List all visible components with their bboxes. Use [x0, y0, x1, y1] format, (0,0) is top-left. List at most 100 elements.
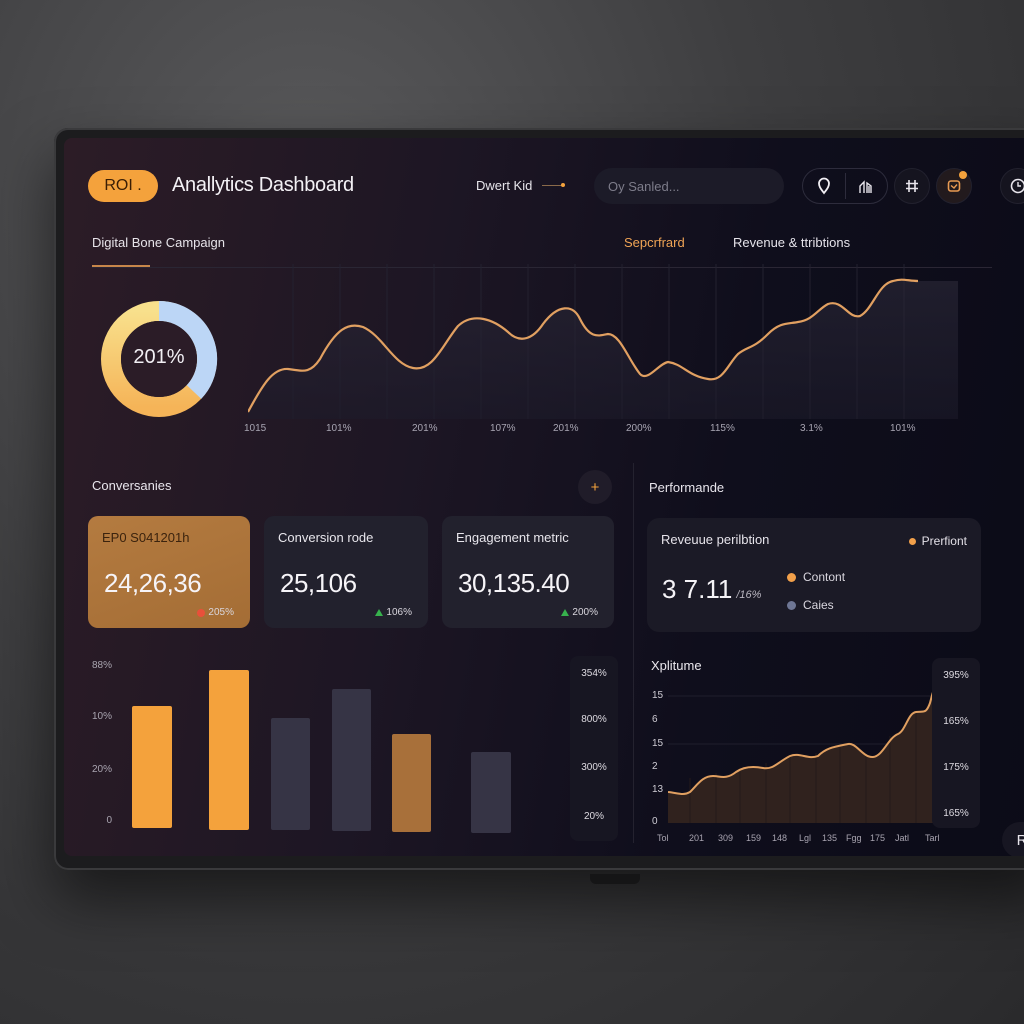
up-arrow-icon	[375, 609, 384, 616]
location-pin-icon	[817, 177, 830, 195]
legend-content: Contont	[787, 570, 845, 584]
analytics-button[interactable]	[845, 169, 887, 203]
legend-label: Caies	[803, 598, 834, 612]
bar-4[interactable]	[332, 689, 371, 831]
revenue-card[interactable]: Reveuue perilbtion Prerfiont 3 7.11/16% …	[647, 518, 981, 632]
tab-digital-campaign[interactable]: Digital Bone Campaign	[92, 235, 225, 250]
metric-label: Conversion rode	[278, 530, 374, 545]
revenue-value: 3 7.11/16%	[662, 574, 761, 605]
revenue-card-label: Reveuue perilbtion	[661, 532, 770, 547]
xp-x-tick: 159	[746, 833, 762, 843]
add-button[interactable]: +	[578, 470, 612, 504]
metric-value: 30,135.40	[458, 568, 570, 598]
app-title: Anallytics Dashboard	[172, 174, 354, 196]
monitor-stand	[590, 874, 640, 884]
search-placeholder: Oy Sanled...	[608, 178, 680, 194]
location-button[interactable]	[803, 169, 845, 203]
metric-card-engagement[interactable]: Engagement metric 30,135.40 200%	[442, 516, 614, 628]
arrow-right-icon	[542, 183, 566, 187]
bar-5[interactable]	[392, 734, 431, 832]
xp-x-tick: 201	[689, 833, 705, 843]
performance-title: Performande	[649, 480, 725, 495]
xp-y-tick: 13	[652, 784, 664, 795]
xp-x-tick: Tol	[657, 833, 669, 843]
xp-y-tick: 15	[652, 738, 664, 749]
section-divider	[633, 463, 634, 843]
x-tick: 1015	[244, 423, 267, 434]
hashtag-button[interactable]	[894, 168, 930, 204]
bar-y-tick: 88%	[91, 660, 112, 671]
metric-card-conversion-rate[interactable]: Conversion rode 25,106 106%	[264, 516, 428, 628]
tab-revenue-attributions[interactable]: Revenue & ttribtions	[733, 235, 851, 250]
x-tick: 107%	[490, 423, 516, 434]
xp-x-tick: Lgl	[799, 833, 812, 843]
icon-group-divider	[844, 173, 846, 199]
x-tick: 3.1%	[800, 423, 823, 434]
bar-6[interactable]	[471, 752, 511, 833]
xp-area-fill	[668, 683, 936, 823]
side-label: 800%	[581, 714, 607, 725]
x-tick: 201%	[553, 423, 579, 434]
side-label: 395%	[943, 670, 969, 681]
main-chart-x-axis: 1015 101% 201% 107% 201% 200% 115% 3.1% …	[234, 423, 954, 437]
xp-x-tick: 135	[822, 833, 838, 843]
up-arrow-icon	[561, 609, 570, 616]
line-area-fill	[248, 279, 958, 419]
clock-icon	[1010, 178, 1024, 194]
bar-y-tick: 20%	[91, 764, 112, 775]
legend-dot-icon	[787, 572, 796, 582]
hashtag-icon	[906, 180, 918, 192]
donut-center-value: 201%	[133, 346, 185, 368]
side-label: 175%	[943, 762, 969, 773]
side-label: 20%	[583, 811, 604, 822]
roi-badge[interactable]: ROI .	[88, 170, 158, 202]
header-divider	[92, 267, 992, 268]
conversions-title: Conversanies	[92, 478, 172, 493]
line-series	[248, 278, 919, 413]
notification-dot	[959, 171, 967, 179]
xp-x-tick: 148	[772, 833, 788, 843]
legend-dot-icon	[908, 537, 916, 545]
xp-x-tick: Jatl	[895, 833, 910, 843]
value-main: 3 7.11	[662, 574, 733, 604]
chart-building-icon	[859, 180, 872, 193]
metric-delta: 205%	[197, 607, 234, 618]
xp-x-tick: Fgg	[846, 833, 862, 843]
bar-side-scale: 354% 800% 300% 20%	[570, 656, 618, 841]
bar-3[interactable]	[271, 718, 310, 830]
xp-line-series	[668, 682, 936, 796]
tab-sepcrfrard[interactable]: Sepcrfrard	[624, 235, 685, 250]
value-sub: /16%	[736, 589, 762, 601]
x-tick: 201%	[412, 423, 438, 434]
metric-delta: 200%	[561, 607, 598, 618]
x-tick: 101%	[890, 423, 916, 434]
xp-y-tick: 6	[652, 714, 658, 725]
xp-x-tick: 309	[718, 833, 734, 843]
bar-2[interactable]	[209, 670, 249, 830]
notifications-button[interactable]	[936, 168, 972, 204]
xp-x-tick: Tarl	[925, 833, 940, 843]
down-indicator-icon	[197, 608, 206, 617]
xp-x-tick: 175	[870, 833, 886, 843]
delta-value: 106%	[386, 607, 412, 618]
metric-value: 25,106	[280, 568, 357, 598]
history-button[interactable]	[1000, 168, 1024, 204]
legend-dot-icon	[787, 600, 796, 610]
x-tick: 101%	[326, 423, 352, 434]
x-tick: 200%	[626, 423, 652, 434]
side-label: 165%	[943, 808, 969, 819]
search-input[interactable]: Oy Sanled...	[594, 168, 784, 204]
user-link[interactable]: Dwert Kid	[476, 178, 566, 193]
bar-y-tick: 0	[106, 815, 112, 826]
metric-value: 24,26,36	[104, 568, 202, 598]
side-label: 165%	[943, 716, 969, 727]
metric-card-primary[interactable]: EP0 S041201h 24,26,36 205%	[88, 516, 250, 628]
r-button[interactable]: R	[1002, 822, 1024, 856]
user-link-label: Dwert Kid	[476, 178, 533, 193]
delta-value: 200%	[572, 607, 598, 618]
plus-icon: +	[590, 478, 600, 496]
bar-1[interactable]	[132, 706, 172, 828]
xp-area-chart	[668, 682, 936, 823]
dashboard-screen: ROI . Anallytics Dashboard Dwert Kid Oy …	[64, 138, 1024, 856]
legend-label: Contont	[803, 570, 846, 584]
